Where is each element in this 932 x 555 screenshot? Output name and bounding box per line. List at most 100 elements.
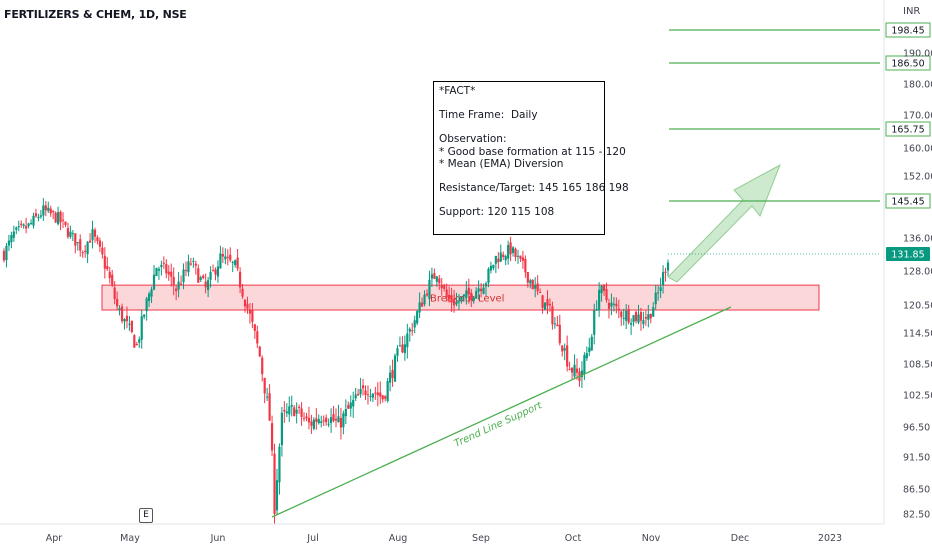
candle-down xyxy=(364,390,367,395)
x-tick-label: Oct xyxy=(565,533,582,544)
candle-up xyxy=(487,268,490,283)
candle-up xyxy=(359,389,362,395)
projection-arrow-icon[interactable] xyxy=(667,163,781,283)
candle-down xyxy=(568,368,571,370)
candle-up xyxy=(657,292,660,294)
candle-down xyxy=(479,288,483,292)
candle-down xyxy=(467,287,470,295)
x-tick-label: Jul xyxy=(306,533,318,544)
candle-up xyxy=(140,316,143,340)
candle-up xyxy=(477,288,480,292)
candle-up xyxy=(42,205,45,216)
candle-up xyxy=(352,399,355,407)
candle-up xyxy=(590,336,593,351)
candle-up xyxy=(472,297,475,301)
candle-up xyxy=(22,224,25,227)
candle-down xyxy=(248,309,252,314)
candle-down xyxy=(305,416,308,419)
candle-up xyxy=(266,396,269,398)
candle-up xyxy=(610,302,613,307)
candle-down xyxy=(167,271,170,275)
candle-down xyxy=(197,268,200,283)
target-level-badge xyxy=(885,193,931,209)
candle-down xyxy=(61,219,65,221)
candle-down xyxy=(376,392,379,396)
candle-down xyxy=(204,281,207,288)
earnings-badge-icon[interactable]: E xyxy=(139,508,153,523)
candle-up xyxy=(317,419,320,424)
candle-up xyxy=(563,348,566,351)
candle-up xyxy=(5,245,8,261)
candle-down xyxy=(293,407,296,417)
candle-down xyxy=(524,258,527,273)
candle-up xyxy=(583,355,586,375)
candle-up xyxy=(7,240,11,246)
candle-down xyxy=(627,309,630,323)
candle-up xyxy=(187,261,190,273)
candle-down xyxy=(566,345,569,367)
candle-down xyxy=(133,335,136,348)
x-tick-label: Aug xyxy=(389,533,408,544)
note-line: *FACT* xyxy=(439,85,476,97)
candle-down xyxy=(602,285,606,291)
candle-down xyxy=(64,221,67,225)
candle-down xyxy=(162,262,165,264)
candle-down xyxy=(54,212,57,223)
candle-up xyxy=(145,298,148,312)
candle-up xyxy=(147,293,151,302)
candle-up xyxy=(57,212,60,225)
candle-down xyxy=(639,312,643,321)
candle-down xyxy=(59,211,62,223)
candle-down xyxy=(556,324,559,327)
candle-up xyxy=(342,413,345,428)
y-tick-label: 96.50 xyxy=(903,423,930,434)
x-tick-label: May xyxy=(120,533,140,544)
candle-down xyxy=(103,255,106,269)
candle-up xyxy=(511,247,515,253)
candle-up xyxy=(585,353,588,359)
x-tick-label: Sep xyxy=(472,533,490,544)
candle-down xyxy=(334,418,338,421)
candle-up xyxy=(86,241,89,255)
note-spacer xyxy=(439,121,604,133)
candle-down xyxy=(443,285,446,289)
trend-line-support[interactable] xyxy=(271,306,732,518)
candle-down xyxy=(497,258,500,263)
y-tick-label: 128.00 xyxy=(903,267,932,278)
candle-down xyxy=(561,345,564,352)
candle-up xyxy=(588,347,591,353)
candle-down xyxy=(420,302,424,307)
candle-down xyxy=(634,311,638,321)
candle-up xyxy=(475,291,478,299)
candle-up xyxy=(182,269,185,283)
candle-down xyxy=(81,252,84,254)
analysis-note-box[interactable]: *FACT* Time Frame: Daily Observation: * Goo… xyxy=(433,81,629,235)
candle-down xyxy=(664,271,667,273)
candle-up xyxy=(595,309,598,311)
target-level-badge xyxy=(885,55,931,71)
candle-down xyxy=(509,242,512,255)
candle-down xyxy=(425,293,429,296)
y-tick-label: 190.00 xyxy=(903,49,932,60)
candle-up xyxy=(209,271,212,280)
candle-up xyxy=(460,296,463,301)
candle-down xyxy=(184,269,188,271)
candle-up xyxy=(573,364,576,377)
target-level-label: 186.50 xyxy=(891,59,924,70)
x-tick-label: Nov xyxy=(642,533,661,544)
candle-up xyxy=(71,233,74,235)
candle-up xyxy=(320,421,323,423)
candle-up xyxy=(91,229,94,241)
candle-up xyxy=(337,416,340,423)
candle-up xyxy=(219,253,222,269)
candle-up xyxy=(659,287,662,292)
candle-up xyxy=(32,215,35,226)
candle-down xyxy=(175,288,178,292)
candle-up xyxy=(15,227,18,230)
candle-down xyxy=(283,410,286,412)
candle-up xyxy=(492,264,495,269)
candle-down xyxy=(325,417,328,423)
candle-down xyxy=(268,393,271,421)
